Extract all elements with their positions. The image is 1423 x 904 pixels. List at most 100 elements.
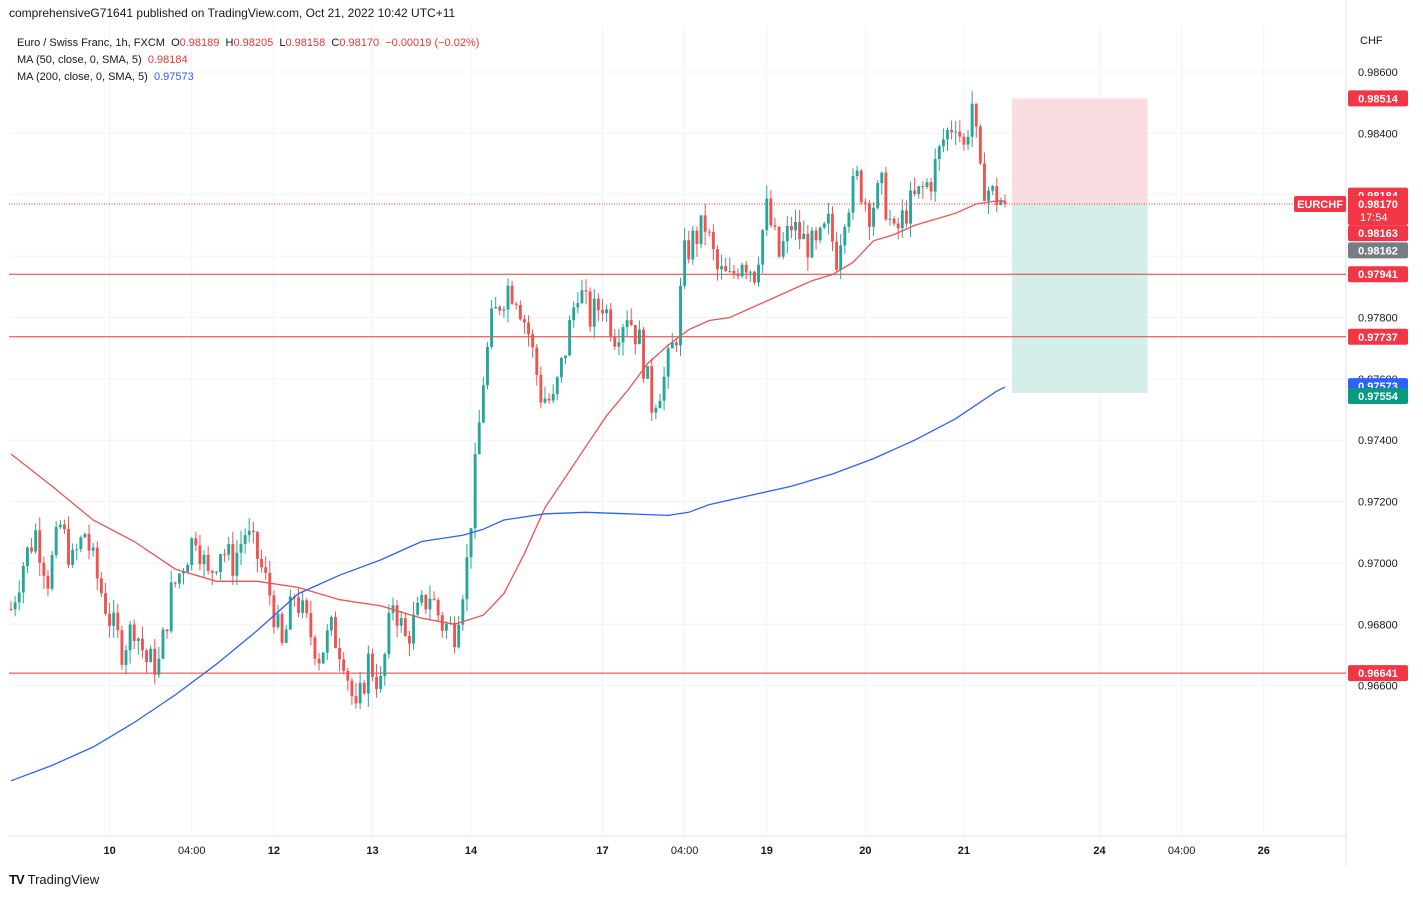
candle-body — [256, 532, 259, 559]
candle — [539, 366, 543, 409]
legend-ma50-row[interactable]: MA (50, close, 0, SMA, 5) 0.98184 — [17, 52, 479, 69]
candle-body — [531, 334, 535, 348]
candle — [962, 133, 966, 151]
candle-body — [617, 342, 621, 347]
price-label-badge: 0.96641 — [1348, 665, 1408, 682]
candle — [855, 165, 859, 181]
candle-body — [642, 329, 645, 379]
candle — [880, 171, 884, 195]
candle — [177, 572, 181, 589]
price-label-bg — [1348, 328, 1408, 345]
time-axis-tick-label: 20 — [859, 845, 871, 857]
symbol-badge: EURCHF — [1294, 195, 1346, 212]
candle — [124, 644, 128, 675]
candle-body — [662, 376, 666, 401]
candle — [202, 550, 206, 578]
candle — [473, 442, 477, 539]
candle — [407, 630, 411, 657]
candle-body — [822, 223, 826, 228]
candle-body — [909, 190, 912, 224]
legend-close-value: 0.98170 — [339, 37, 380, 49]
candle — [223, 548, 227, 563]
candle — [617, 328, 621, 356]
candle — [596, 293, 600, 322]
candle — [691, 226, 695, 265]
candle — [375, 664, 378, 698]
candle — [929, 178, 933, 201]
price-label-badge: 0.98162 — [1348, 242, 1408, 259]
candle — [329, 615, 333, 637]
candle — [276, 604, 280, 630]
candle-body — [297, 597, 300, 613]
candle-body — [818, 227, 822, 241]
candle-body — [399, 618, 403, 626]
price-label-bg — [1348, 242, 1408, 259]
candle — [650, 358, 654, 422]
candle-body — [358, 682, 362, 704]
candle-body — [966, 136, 970, 145]
candle — [925, 178, 929, 190]
candle — [477, 409, 481, 455]
candle — [362, 679, 366, 696]
candle-body — [124, 650, 128, 665]
candle — [227, 536, 231, 561]
candle — [835, 231, 839, 272]
candle — [872, 202, 875, 236]
candle-body — [773, 225, 777, 227]
candle-body — [946, 130, 949, 140]
candle — [297, 587, 300, 618]
candle — [165, 629, 169, 639]
candle — [305, 597, 309, 618]
candle-body — [584, 290, 588, 292]
candle-body — [276, 613, 280, 628]
candle-body — [826, 213, 830, 224]
candle-body — [17, 592, 21, 603]
candle — [625, 310, 629, 336]
candle — [954, 120, 958, 145]
stop-loss-zone — [1012, 98, 1148, 204]
candle — [547, 392, 551, 404]
candle — [683, 227, 687, 289]
price-axis-currency: CHF — [1360, 35, 1383, 47]
candle-body — [794, 222, 797, 231]
candle-body — [514, 303, 518, 305]
tradingview-footer[interactable]: TV TradingView — [9, 872, 99, 887]
candle — [592, 289, 596, 339]
legend-ma200-row[interactable]: MA (200, close, 0, SMA, 5) 0.97573 — [17, 69, 479, 86]
candle-body — [334, 616, 337, 648]
candle — [395, 599, 399, 638]
candle — [822, 221, 826, 230]
candle — [629, 308, 633, 327]
price-label-badge: 0.97554 — [1348, 387, 1408, 404]
candle-body — [494, 306, 498, 309]
candle — [62, 519, 66, 535]
candle — [120, 625, 124, 670]
candle — [847, 208, 851, 233]
candle — [876, 180, 880, 210]
candle-body — [777, 226, 781, 257]
candle-body — [576, 303, 580, 308]
chart-legend: Euro / Swiss Franc, 1h, FXCM O0.98189 H0… — [17, 35, 479, 86]
candle — [572, 301, 576, 328]
candle — [773, 218, 777, 231]
candle-body — [403, 618, 407, 636]
candle-body — [695, 230, 699, 245]
candle — [502, 305, 506, 318]
legend-symbol-title: Euro / Swiss Franc, 1h, FXCM — [17, 37, 165, 49]
candle-body — [588, 291, 592, 327]
candle — [950, 120, 954, 140]
candle-body — [933, 159, 937, 192]
candle — [670, 332, 674, 349]
candle-body — [375, 676, 378, 689]
candle-body — [683, 240, 687, 286]
candle-body — [153, 648, 157, 675]
candle-body — [732, 270, 736, 274]
candle-body — [157, 658, 161, 675]
candle-body — [62, 524, 66, 530]
candle — [116, 603, 120, 638]
candle — [888, 209, 892, 226]
candle-body — [605, 309, 609, 314]
